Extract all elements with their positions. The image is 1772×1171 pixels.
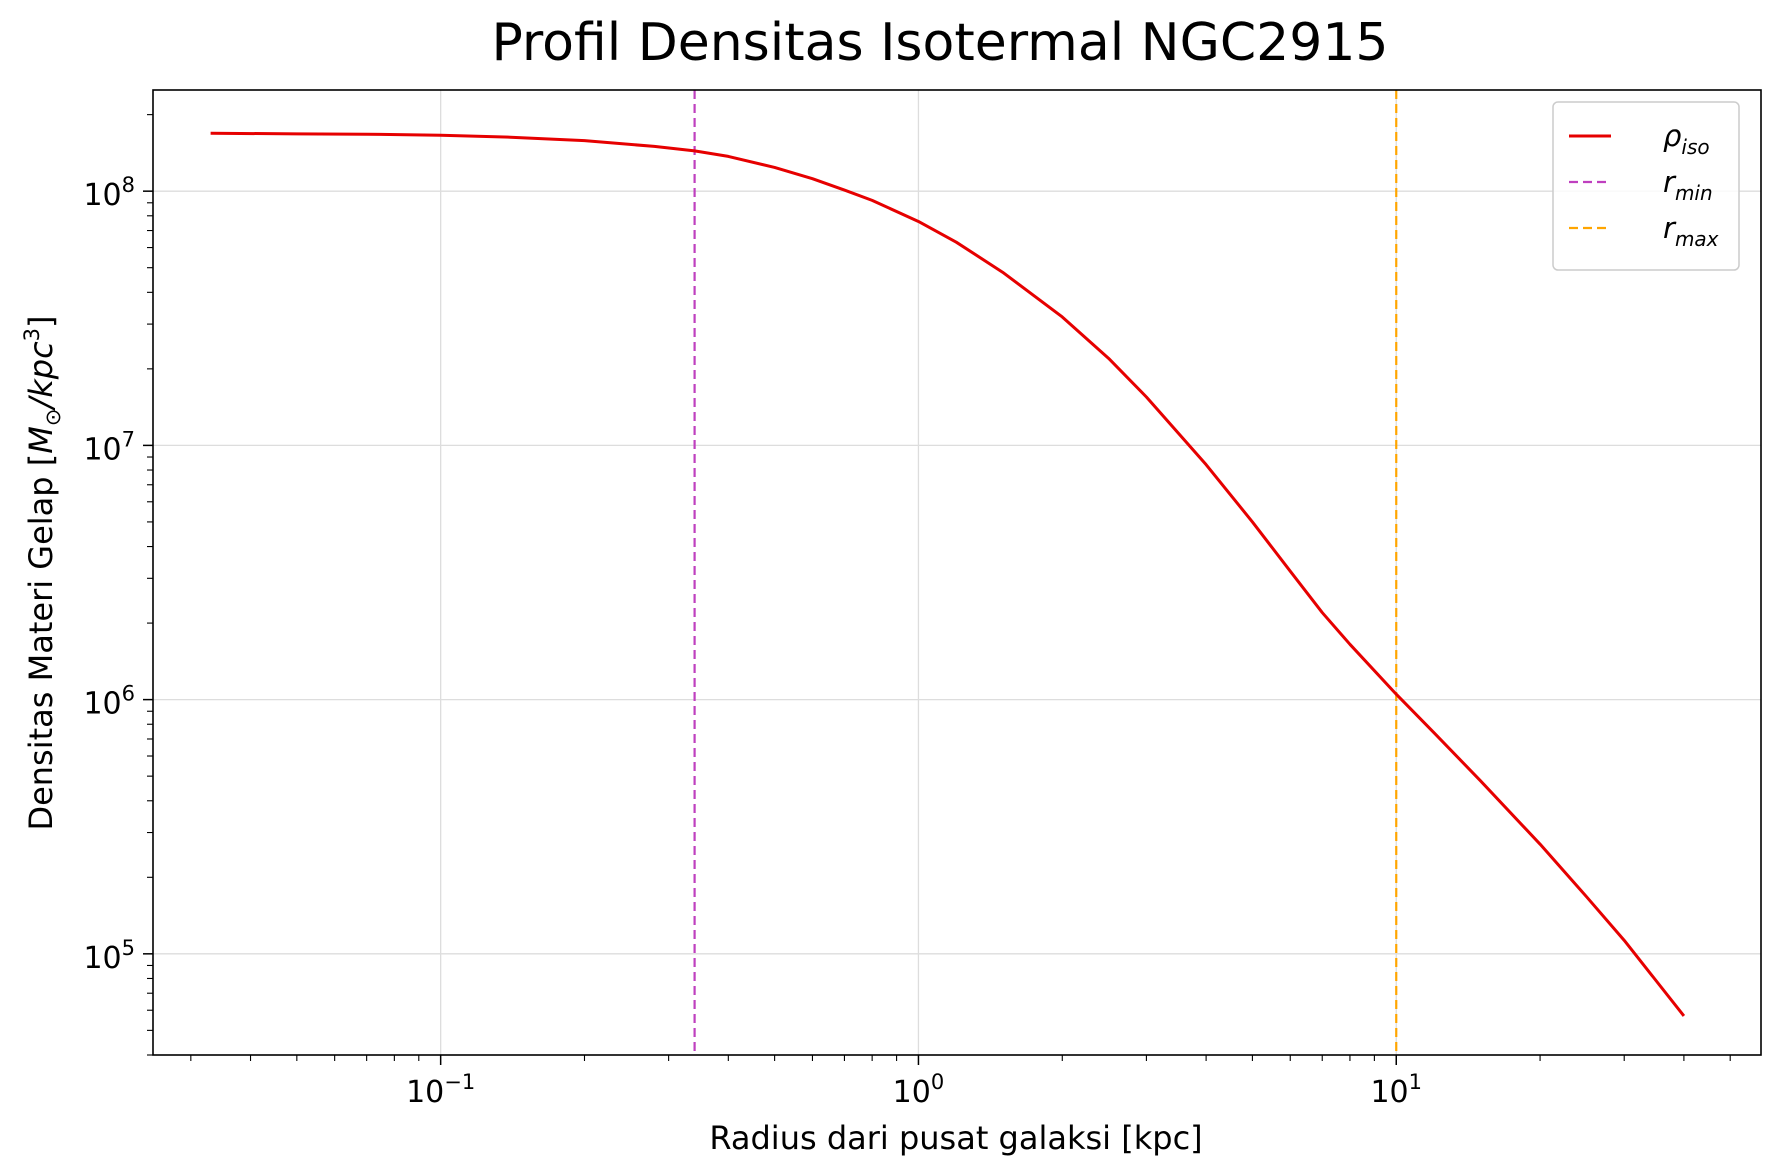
data-point (917, 220, 919, 222)
data-point (439, 134, 441, 136)
x-tick-label: 10−1 (406, 1070, 475, 1110)
data-point (1433, 732, 1435, 734)
chart-title: Profil Densitas Isotermal NGC2915 (491, 13, 1388, 73)
y-axis-label-unit-rest: /kpc (22, 341, 60, 412)
data-point (365, 133, 367, 135)
y-axis-label-main: Densitas Materi Gelap [ (22, 454, 60, 831)
data-point (509, 136, 511, 138)
data-point (1289, 570, 1291, 572)
data-point (1623, 939, 1625, 941)
x-tick-label: 100 (893, 1070, 945, 1110)
data-point (583, 139, 585, 141)
x-axis-label: Radius dari pusat galaksi [kpc] (709, 1119, 1202, 1157)
data-point (843, 189, 845, 191)
data-point (1349, 643, 1351, 645)
y-tick-label: 108 (83, 173, 135, 213)
y-axis-label: Densitas Materi Gelap [M⊙/kpc3] (20, 315, 65, 830)
data-point (1395, 693, 1397, 695)
x-tick-label: 101 (1370, 1070, 1422, 1110)
legend-label-min: rmin (1663, 165, 1713, 205)
legend-label-max: rmax (1663, 211, 1719, 251)
y-axis-label-unit-m: M (22, 426, 60, 454)
data-point (1585, 895, 1587, 897)
data-point (727, 155, 729, 157)
data-point (1539, 843, 1541, 845)
data-point (1321, 611, 1323, 613)
data-point (955, 241, 957, 243)
y-axis: 105 106 107 108 (83, 114, 153, 1056)
y-tick-label: 106 (83, 682, 135, 722)
x-axis: 10−1 100 101 (190, 1055, 1731, 1110)
plot-frame (152, 89, 1762, 1056)
data-point (1205, 463, 1207, 465)
data-point (1683, 1015, 1685, 1017)
data-point (1107, 357, 1109, 359)
data-point (653, 145, 655, 147)
data-point (811, 177, 813, 179)
y-axis-label-unit-exp: 3 (20, 328, 44, 341)
data-point (1479, 779, 1481, 781)
data-point (871, 199, 873, 201)
series-layer (209, 131, 1686, 1017)
y-tick-label: 107 (83, 427, 135, 467)
series-line-rho-iso (210, 131, 1686, 1017)
data-point (209, 132, 211, 134)
data-point (296, 133, 298, 135)
y-axis-label-close: ] (22, 315, 60, 327)
data-point (773, 166, 775, 168)
data-point (1001, 271, 1003, 273)
reference-lines (693, 90, 1398, 1055)
grid (153, 90, 1761, 1055)
data-point (1061, 316, 1063, 318)
legend: ρiso rmin rmax (1552, 101, 1740, 271)
data-point (1251, 521, 1253, 523)
data-point (693, 150, 695, 152)
y-tick-label: 105 (83, 936, 135, 976)
legend-label-iso: ρiso (1663, 119, 1710, 159)
data-point (1145, 396, 1147, 398)
y-axis-label-unit-sub: ⊙ (41, 409, 65, 427)
